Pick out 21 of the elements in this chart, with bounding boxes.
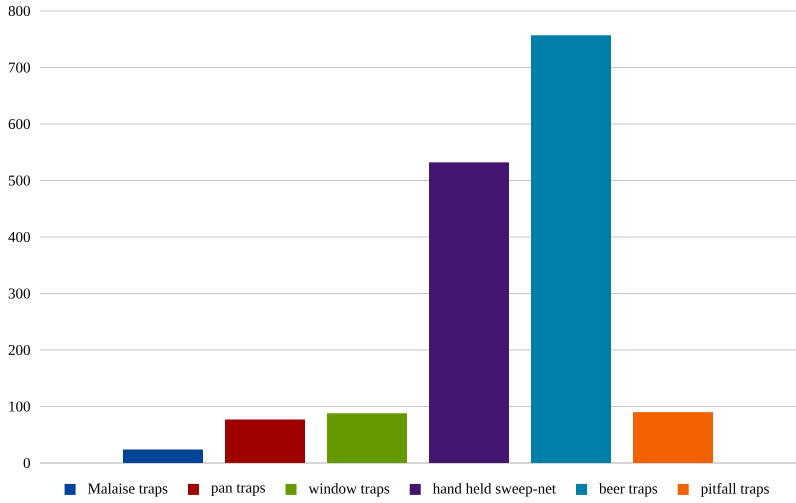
bar — [429, 162, 510, 463]
y-tick-label: 600 — [8, 118, 30, 130]
legend-label: pitfall traps — [700, 483, 769, 497]
y-tick-label: 0 — [24, 458, 30, 468]
legend-label: window traps — [308, 483, 390, 497]
y-tick-label: 800 — [8, 6, 30, 16]
legend-label: Malaise traps — [88, 483, 168, 497]
legend-label: beer traps — [598, 483, 658, 497]
legend-label: hand held sweep-net — [432, 483, 556, 497]
bar — [327, 413, 408, 463]
y-tick-label: 200 — [8, 344, 30, 356]
y-tick-label: 300 — [8, 288, 30, 299]
y-tick-label: 700 — [9, 62, 30, 73]
y-tick-label: 400 — [8, 232, 30, 242]
legend-label: pan traps — [211, 484, 265, 496]
bar — [123, 449, 203, 463]
bar — [633, 412, 714, 463]
bar — [531, 35, 612, 463]
y-tick-label: 500 — [8, 175, 30, 186]
y-tick-label: 100 — [9, 401, 30, 412]
bar — [225, 419, 306, 463]
